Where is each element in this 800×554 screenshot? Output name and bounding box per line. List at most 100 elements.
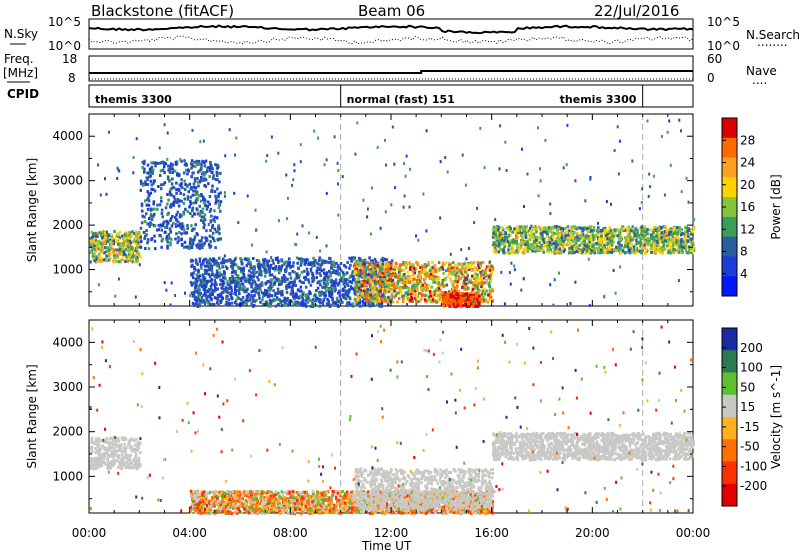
power-cell [381, 273, 384, 277]
power-cell [338, 266, 341, 270]
power-cell [458, 296, 462, 300]
power-cell [204, 272, 207, 275]
power-cell [207, 301, 210, 305]
power-cell [516, 235, 519, 239]
power-cell [188, 247, 191, 251]
power-cell [406, 296, 410, 300]
power-cell [225, 297, 228, 301]
power-cell [433, 280, 437, 284]
power-cell [154, 164, 157, 168]
power-cell [93, 248, 96, 251]
power-cell [276, 277, 280, 281]
power-sparse-cell [498, 167, 501, 171]
power-cell [349, 263, 352, 267]
power-cell [690, 232, 693, 236]
power-cell [480, 300, 484, 304]
power-cell [467, 268, 471, 271]
power-cell [563, 248, 566, 252]
power-cell [355, 265, 359, 268]
power-cell [280, 264, 284, 268]
power-cell [92, 235, 95, 238]
power-cell [441, 282, 444, 286]
power-cell [198, 293, 202, 297]
power-cell [204, 236, 207, 240]
power-cell [263, 258, 267, 261]
power-cell [338, 273, 342, 277]
power-cell [286, 299, 289, 302]
power-cell [513, 227, 516, 231]
power-cell [192, 185, 196, 189]
power-sparse-cell [170, 281, 173, 285]
power-cell [177, 204, 181, 208]
power-cell [592, 228, 596, 232]
power-cell [116, 232, 120, 236]
power-cell [354, 292, 358, 296]
power-cell [309, 267, 313, 271]
power-cell [366, 288, 369, 291]
power-cell [195, 243, 198, 247]
power-cell [166, 240, 170, 244]
power-cell [408, 288, 412, 292]
power-cell [324, 275, 327, 279]
power-cell [348, 301, 351, 305]
power-cell [485, 289, 488, 293]
power-cell [120, 234, 124, 238]
power-cell [351, 302, 354, 306]
power-cell [328, 288, 332, 291]
power-cell [107, 233, 111, 237]
power-cell [250, 302, 253, 306]
power-cell [205, 239, 208, 243]
power-cell [112, 239, 115, 243]
power-cell [624, 245, 627, 249]
power-cell [255, 259, 259, 262]
power-cell [176, 160, 179, 164]
power-cell [460, 298, 464, 302]
power-cell [373, 272, 376, 276]
power-cell [195, 261, 198, 265]
power-cell [399, 291, 403, 295]
power-cell [180, 232, 183, 236]
power-cell [484, 267, 488, 271]
power-cell [355, 290, 358, 293]
power-sparse-cell [178, 199, 181, 203]
power-cell [191, 214, 194, 218]
power-sparse-cell [237, 221, 240, 225]
power-cell [370, 261, 373, 265]
power-cell [241, 303, 244, 307]
power-cell [476, 279, 479, 283]
power-sparse-cell [405, 154, 408, 158]
power-cell [224, 265, 228, 269]
power-cell [144, 235, 147, 238]
power-cell [165, 219, 169, 223]
power-cell [192, 240, 195, 244]
power-cell [580, 234, 583, 238]
power-cell [476, 305, 480, 308]
power-cell [283, 303, 286, 307]
power-cell [346, 284, 350, 288]
power-cell [171, 163, 174, 167]
power-cell [195, 281, 198, 285]
power-cell [361, 263, 364, 267]
power-cell [266, 262, 269, 266]
power-cell [385, 300, 389, 304]
power-cell [215, 272, 219, 275]
power-cell [128, 248, 132, 251]
power-cell [177, 239, 180, 243]
power-cell [288, 301, 291, 305]
power-cell [93, 256, 96, 260]
power-sparse-cell [337, 213, 340, 217]
power-sparse-cell [317, 136, 320, 140]
power-cell [353, 288, 356, 291]
power-cell [452, 299, 455, 303]
power-cell [209, 160, 212, 164]
power-cell [661, 251, 665, 255]
power-cell [292, 292, 295, 296]
power-cell [199, 299, 203, 303]
power-cell [391, 284, 394, 288]
power-cell [269, 299, 273, 303]
power-cell [208, 302, 212, 306]
power-cell [332, 269, 336, 272]
power-cell [376, 263, 379, 267]
power-cell [442, 272, 445, 275]
power-cell [139, 235, 142, 239]
